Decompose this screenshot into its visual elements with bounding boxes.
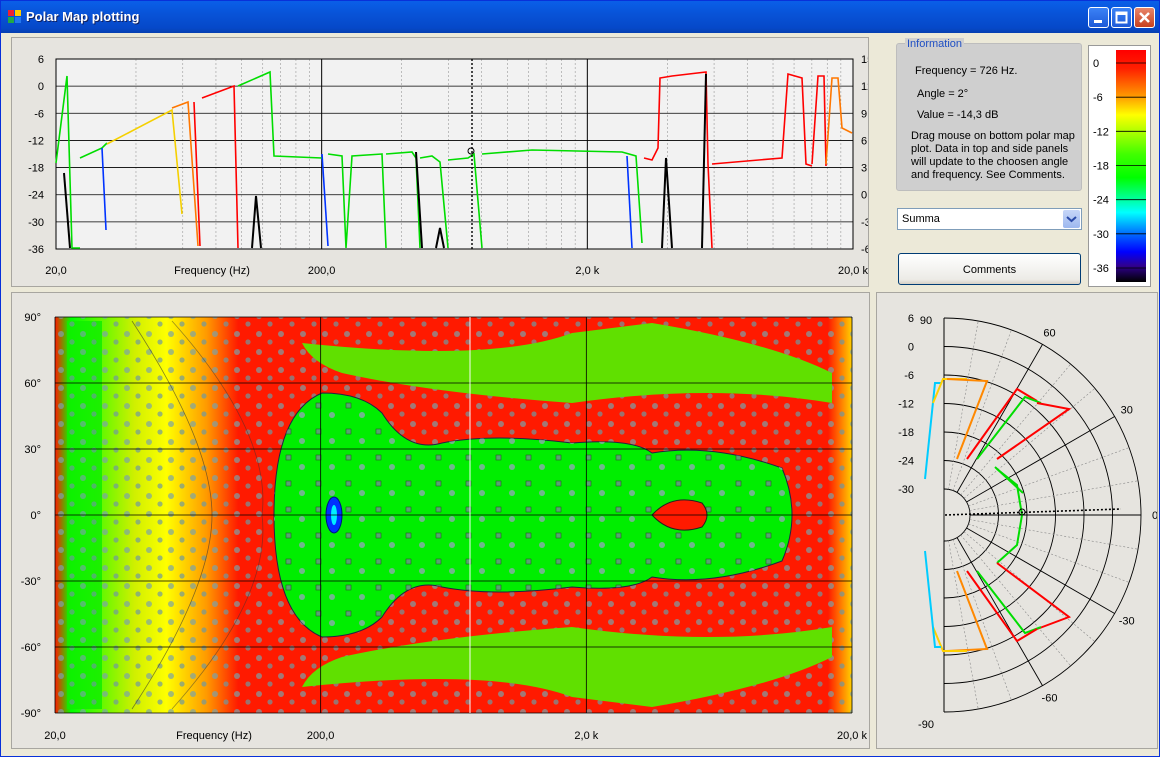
- left-tick-label: 0: [38, 81, 44, 93]
- source-select-value: Summa: [902, 213, 940, 225]
- top-plot-panel: 6 0 -6 -12 -18 -24 -30 -36 15 12 9 6 3 0 -3 -6 20,0 200…: [11, 37, 869, 287]
- radius-tick-label: -30: [898, 484, 914, 496]
- close-button[interactable]: [1134, 7, 1155, 28]
- information-legend: Information: [905, 38, 965, 50]
- left-tick-label: -36: [28, 244, 44, 256]
- color-scale-tick: -24: [1093, 195, 1109, 207]
- left-tick-label: -12: [28, 135, 44, 147]
- chevron-down-icon: [1066, 216, 1077, 223]
- polar-map-plot[interactable]: 90°60°30°0°-30°-60°-90° 20,0 200,0 2,0 k 20…: [12, 293, 869, 748]
- value-readout: Value = -14,3 dB: [917, 109, 999, 121]
- angle-label: 0: [1152, 510, 1157, 522]
- x-axis-ticks: 20,0 200,0 2,0 k 20,0 k: [45, 265, 868, 277]
- polar-plot-panel: 6 0 -6 -12 -18 -24 -30 90 60 30 0 -30 -60 -90: [876, 292, 1158, 749]
- radius-tick-label: 0: [908, 342, 914, 354]
- map-grid: [54, 316, 853, 714]
- frequency-readout: Frequency = 726 Hz.: [915, 65, 1018, 77]
- left-axis-ticks: 6 0 -6 -12 -18 -24 -30 -36: [28, 54, 44, 256]
- polar-curves: [924, 378, 1072, 652]
- close-icon: [1139, 12, 1150, 23]
- maximize-icon: [1115, 11, 1128, 24]
- frequency-response-plot[interactable]: 6 0 -6 -12 -18 -24 -30 -36 15 12 9 6 3 0 -3 -6 20,0 200…: [12, 38, 868, 286]
- map-x-tick-label: 200,0: [307, 730, 335, 742]
- app-icon: [8, 10, 21, 23]
- angle-label: 60: [1043, 327, 1055, 339]
- angle-label: -90: [918, 719, 934, 731]
- right-tick-label: -6: [861, 244, 868, 256]
- right-tick-label: 3: [861, 163, 867, 175]
- right-tick-label: 6: [861, 135, 867, 147]
- right-tick-label: 15: [861, 54, 868, 66]
- angle-tick-label: -90°: [21, 708, 41, 720]
- left-tick-label: -30: [28, 217, 44, 229]
- x-tick-label: 20,0 k: [838, 265, 868, 277]
- color-scale-bar: 0 -6 -12 -18 -24 -30 -36: [1093, 50, 1146, 282]
- angle-label: -60: [1042, 693, 1058, 705]
- color-scale-tick: -36: [1093, 263, 1109, 275]
- radius-tick-label: -24: [898, 456, 914, 468]
- frequency-axis-ticks: 20,0 200,0 2,0 k 20,0 k: [44, 730, 867, 742]
- radius-tick-label: -6: [904, 370, 914, 382]
- right-tick-label: 9: [861, 108, 867, 120]
- map-x-tick-label: 20,0: [44, 730, 65, 742]
- color-scale: 0 -6 -12 -18 -24 -30 -36: [1088, 45, 1151, 287]
- color-scale-tick: -18: [1093, 161, 1109, 173]
- color-scale-tick: 0: [1093, 58, 1099, 70]
- angle-readout: Angle = 2°: [917, 88, 969, 100]
- title-bar[interactable]: Polar Map plotting: [1, 1, 1159, 33]
- angle-tick-label: 60°: [24, 378, 41, 390]
- minimize-icon: [1094, 20, 1102, 23]
- polar-map-panel: 90° 60° 30° 0° -30° -60° -90° 20,0 200,0 2,0 k 20…: [11, 292, 870, 749]
- color-scale-tick: -30: [1093, 229, 1109, 241]
- information-group: Information Frequency = 726 Hz. Angle = …: [896, 38, 1082, 191]
- map-x-tick-label: 20,0 k: [837, 730, 867, 742]
- polar-grid: [943, 317, 1142, 713]
- angle-label: 90: [920, 315, 932, 327]
- map-x-axis-label: Frequency (Hz): [176, 730, 252, 742]
- minimize-button[interactable]: [1088, 7, 1109, 28]
- plot-grid: [55, 58, 853, 250]
- window-title: Polar Map plotting: [26, 9, 140, 24]
- response-curves: [55, 70, 853, 249]
- left-tick-label: 6: [38, 54, 44, 66]
- left-tick-label: -18: [28, 163, 44, 175]
- map-x-tick-label: 2,0 k: [574, 730, 598, 742]
- angle-axis-ticks: 90° 60° 30° 0° -30° -60° -90°: [21, 312, 41, 720]
- angle-label: -30: [1119, 616, 1135, 628]
- right-tick-label: 12: [861, 81, 868, 93]
- left-tick-label: -24: [28, 190, 44, 202]
- maximize-button[interactable]: [1111, 7, 1132, 28]
- cursor-marker: [467, 147, 475, 155]
- right-axis-ticks: 15 12 9 6 3 0 -3 -6: [861, 54, 868, 256]
- angle-tick-label: 0°: [30, 510, 41, 522]
- x-tick-label: 2,0 k: [575, 265, 599, 277]
- angle-tick-label: -30°: [21, 576, 41, 588]
- x-tick-label: 200,0: [308, 265, 336, 277]
- angle-label: 30: [1121, 405, 1133, 417]
- right-tick-label: 0: [861, 190, 867, 202]
- dropdown-button[interactable]: [1063, 210, 1080, 228]
- radius-tick-label: -18: [898, 427, 914, 439]
- angle-tick-label: 30°: [24, 444, 41, 456]
- source-select[interactable]: Summa: [897, 208, 1082, 230]
- radius-tick-label: 6: [908, 313, 914, 325]
- angle-tick-label: 90°: [24, 312, 41, 324]
- comments-button[interactable]: Comments: [898, 253, 1081, 285]
- radius-tick-label: -12: [898, 399, 914, 411]
- color-scale-tick: -12: [1093, 126, 1109, 138]
- x-tick-label: 20,0: [45, 265, 66, 277]
- x-axis-label: Frequency (Hz): [174, 265, 250, 277]
- angle-cursor: [944, 508, 1122, 516]
- right-tick-label: -3: [861, 217, 868, 229]
- help-text: Drag mouse on bottom polar map plot. Dat…: [911, 130, 1075, 181]
- left-tick-label: -6: [34, 108, 44, 120]
- color-scale-tick: -6: [1093, 92, 1103, 104]
- angle-tick-label: -60°: [21, 642, 41, 654]
- polar-cursor-marker: [1018, 508, 1026, 516]
